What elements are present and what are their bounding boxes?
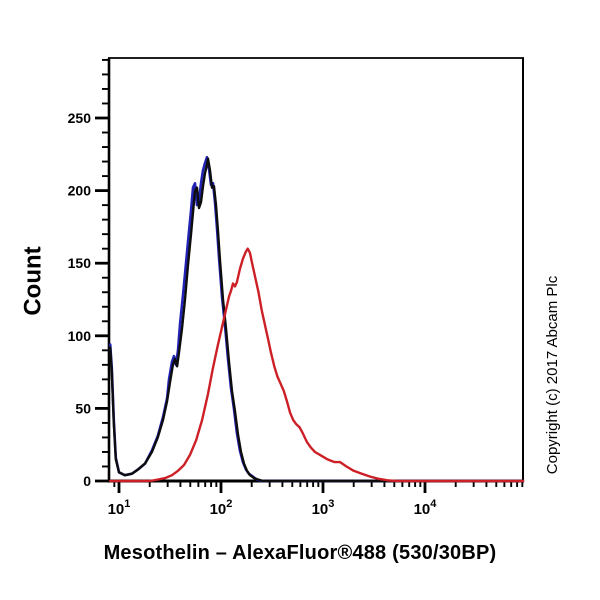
- x-axis-tick-label: 101: [108, 498, 131, 518]
- plot-frame: [107, 57, 524, 483]
- axis-tick-labels: 0 50 100 150 200 250 101 102 103 104: [68, 110, 438, 518]
- y-axis-title: Count: [19, 246, 46, 315]
- histogram-curves: [108, 155, 525, 483]
- x-axis-title: Mesothelin – AlexaFluor®488 (530/30BP): [103, 542, 497, 564]
- curve-red-curve: [108, 247, 525, 483]
- x-axis-tick-label: 102: [210, 498, 233, 518]
- y-axis-tick-label: 100: [68, 328, 92, 344]
- curve-blue-curve: [108, 155, 525, 483]
- copyright-text: Copyright (c) 2017 Abcam Plc: [544, 275, 561, 474]
- y-axis-tick-label: 150: [68, 255, 92, 271]
- y-axis-tick-label: 0: [83, 473, 91, 489]
- x-axis-tick-label: 103: [312, 498, 335, 518]
- y-axis-tick-label: 50: [75, 400, 91, 416]
- y-axis-tick-label: 250: [68, 110, 92, 126]
- curve-black-curve: [108, 157, 525, 483]
- x-axis-tick-label: 104: [414, 498, 438, 518]
- y-axis-tick-label: 200: [68, 183, 92, 199]
